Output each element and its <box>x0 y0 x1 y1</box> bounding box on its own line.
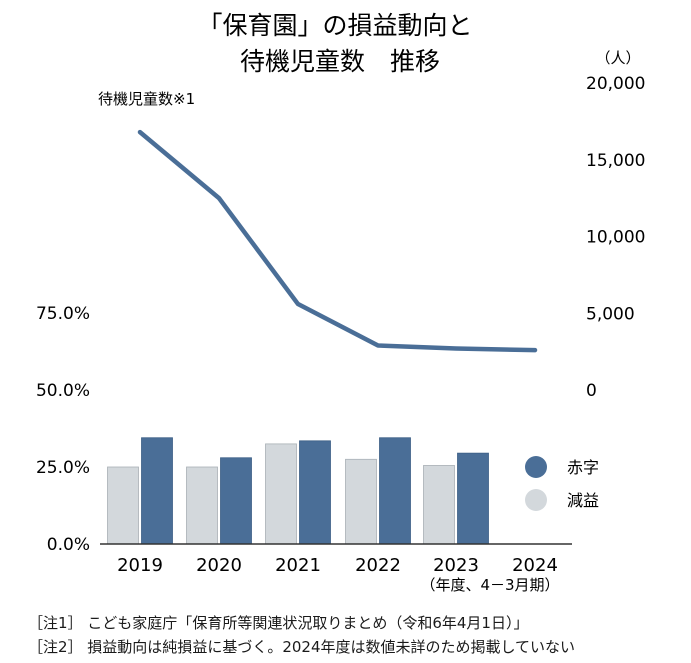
line-series-label: 待機児童数※1 <box>98 90 195 108</box>
left-axis-tick: 25.0% <box>36 458 90 478</box>
bar-decline <box>107 466 139 545</box>
bar-decline <box>265 443 297 545</box>
left-axis: 0.0% 25.0% 50.0% 75.0% <box>36 304 90 555</box>
footnote-2: ［注2］ 損益動向は純損益に基づく。2024年度は数値未詳のため掲載していない <box>28 638 576 656</box>
right-axis-tick: 15,000 <box>586 151 645 171</box>
right-axis-tick: 10,000 <box>586 228 645 248</box>
line-series <box>137 129 538 353</box>
bar-deficit <box>220 457 252 545</box>
legend-label-decline: 減益 <box>567 491 599 510</box>
bar-decline <box>186 466 218 545</box>
legend-swatch-decline <box>525 489 547 511</box>
right-axis-tick: 0 <box>586 381 597 401</box>
period-label: （年度、4－3月期） <box>420 576 559 594</box>
chart-title-line1: 「保育園」の損益動向と <box>197 11 472 40</box>
x-axis-tick: 2021 <box>275 555 321 576</box>
footnote-1: ［注1］ こども家庭庁「保育所等関連状況取りまとめ（令和6年4月1日）」 <box>28 614 529 632</box>
bar-decline <box>345 458 377 545</box>
legend-swatch-deficit <box>525 456 547 478</box>
right-axis: 0 5,000 10,000 15,000 20,000 <box>586 74 645 401</box>
x-axis-tick: 2019 <box>117 555 163 576</box>
right-axis-tick: 20,000 <box>586 74 645 94</box>
left-axis-tick: 0.0% <box>47 535 90 555</box>
bar-deficit <box>299 440 331 545</box>
right-axis-unit: （人） <box>595 49 640 67</box>
bar-decline <box>423 465 455 545</box>
x-axis-tick: 2023 <box>433 555 479 576</box>
x-axis-tick: 2024 <box>512 555 558 576</box>
line-waiting-children <box>137 129 538 353</box>
left-axis-tick: 75.0% <box>36 304 90 324</box>
bars-group <box>107 437 489 545</box>
left-axis-tick: 50.0% <box>36 381 90 401</box>
x-axis-tick: 2022 <box>355 555 401 576</box>
legend-label-deficit: 赤字 <box>567 458 599 477</box>
x-axis-labels: 2019 2020 2021 2022 2023 2024 <box>117 555 558 576</box>
x-axis-tick: 2020 <box>196 555 242 576</box>
bar-deficit <box>141 437 173 545</box>
chart-title-line2: 待機児童数 推移 <box>240 47 440 76</box>
bar-deficit <box>379 437 411 545</box>
bar-deficit <box>457 452 489 545</box>
right-axis-tick: 5,000 <box>586 304 635 324</box>
